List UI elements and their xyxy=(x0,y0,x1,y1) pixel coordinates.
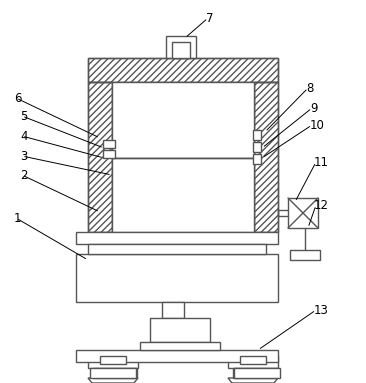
Text: 4: 4 xyxy=(20,129,27,142)
Bar xyxy=(233,368,277,378)
Bar xyxy=(254,82,278,232)
Bar xyxy=(254,82,278,232)
Polygon shape xyxy=(228,378,278,383)
Bar xyxy=(253,154,261,164)
Bar xyxy=(76,254,278,302)
Bar xyxy=(290,250,320,260)
Bar xyxy=(234,368,280,378)
Text: 8: 8 xyxy=(306,82,313,95)
Text: 2: 2 xyxy=(20,169,27,182)
Bar xyxy=(140,342,220,350)
Bar xyxy=(228,356,278,368)
Bar xyxy=(88,82,112,232)
Bar xyxy=(88,58,278,82)
Bar xyxy=(166,36,196,58)
Text: 10: 10 xyxy=(310,118,325,131)
Bar xyxy=(103,140,115,148)
Text: 11: 11 xyxy=(314,155,329,169)
Bar xyxy=(93,368,137,378)
Bar xyxy=(90,368,136,378)
Text: 6: 6 xyxy=(14,92,22,105)
Bar xyxy=(240,356,266,364)
Bar xyxy=(76,232,278,244)
Bar xyxy=(162,302,184,318)
Text: 5: 5 xyxy=(20,110,27,123)
Bar xyxy=(112,158,254,232)
Bar xyxy=(253,142,261,152)
Text: 7: 7 xyxy=(206,11,213,25)
Bar xyxy=(88,58,278,82)
Text: 12: 12 xyxy=(314,198,329,211)
Bar xyxy=(103,150,115,158)
Bar xyxy=(88,356,138,368)
Bar xyxy=(150,318,210,342)
Bar xyxy=(88,244,266,254)
Bar xyxy=(172,42,190,58)
Bar xyxy=(100,356,126,364)
Bar xyxy=(112,82,254,158)
Bar xyxy=(253,130,261,140)
Text: 13: 13 xyxy=(314,303,329,316)
Text: 3: 3 xyxy=(20,149,27,162)
Bar xyxy=(88,82,112,232)
Bar xyxy=(76,350,278,362)
Text: 9: 9 xyxy=(310,101,317,115)
Bar xyxy=(288,198,318,228)
Text: 1: 1 xyxy=(14,211,22,224)
Polygon shape xyxy=(88,378,138,383)
